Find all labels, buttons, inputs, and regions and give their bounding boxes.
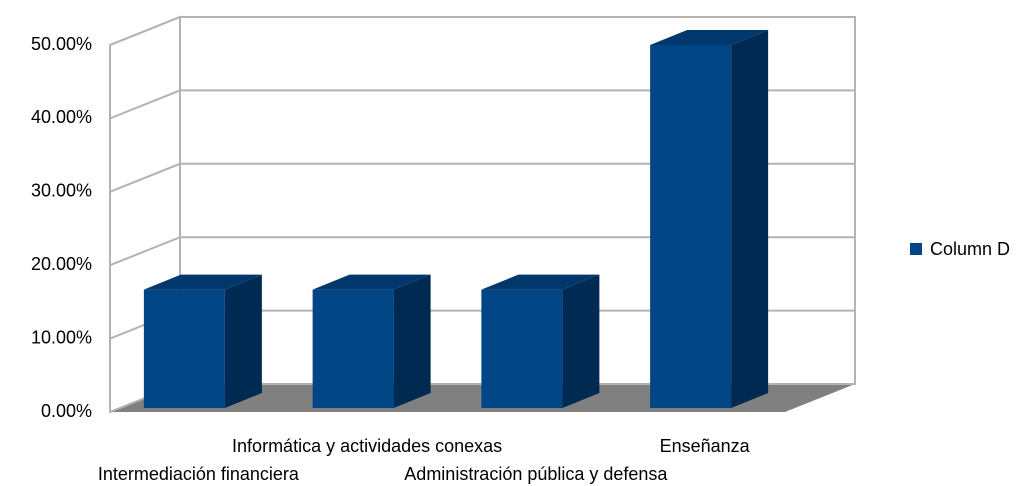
bar-front: [143, 289, 225, 408]
grid-line: [109, 89, 855, 120]
x-tick-label: Informática y actividades conexas: [232, 436, 502, 456]
legend-swatch: [910, 243, 922, 255]
y-tick-label: 10.00%: [31, 327, 92, 347]
bar-front: [650, 45, 732, 408]
bar: [143, 274, 262, 408]
bar: [481, 274, 600, 408]
y-tick-label: 40.00%: [31, 107, 92, 127]
bar-front: [312, 289, 394, 408]
bar-front: [481, 289, 563, 408]
bar-top: [143, 274, 262, 290]
bar-side: [224, 274, 262, 408]
bar-side: [393, 274, 431, 408]
y-tick-label: 30.00%: [31, 181, 92, 201]
bar-top: [481, 274, 600, 290]
bar-side: [731, 30, 769, 408]
grid-line: [109, 236, 855, 267]
x-tick-label: Administración pública y defensa: [404, 464, 668, 484]
y-tick-label: 50.00%: [31, 34, 92, 54]
x-tick-label: Enseñanza: [660, 436, 751, 456]
grid-line: [109, 162, 855, 193]
bar: [312, 274, 431, 408]
bar-top: [650, 30, 769, 45]
bar: [650, 30, 769, 408]
grid-line: [109, 16, 855, 46]
y-tick-label: 0.00%: [41, 401, 92, 421]
bar-top: [312, 274, 431, 290]
bar-side: [562, 274, 600, 408]
y-tick-label: 20.00%: [31, 254, 92, 274]
legend-label: Column D: [930, 239, 1010, 259]
x-tick-label: Intermediación financiera: [98, 464, 300, 484]
